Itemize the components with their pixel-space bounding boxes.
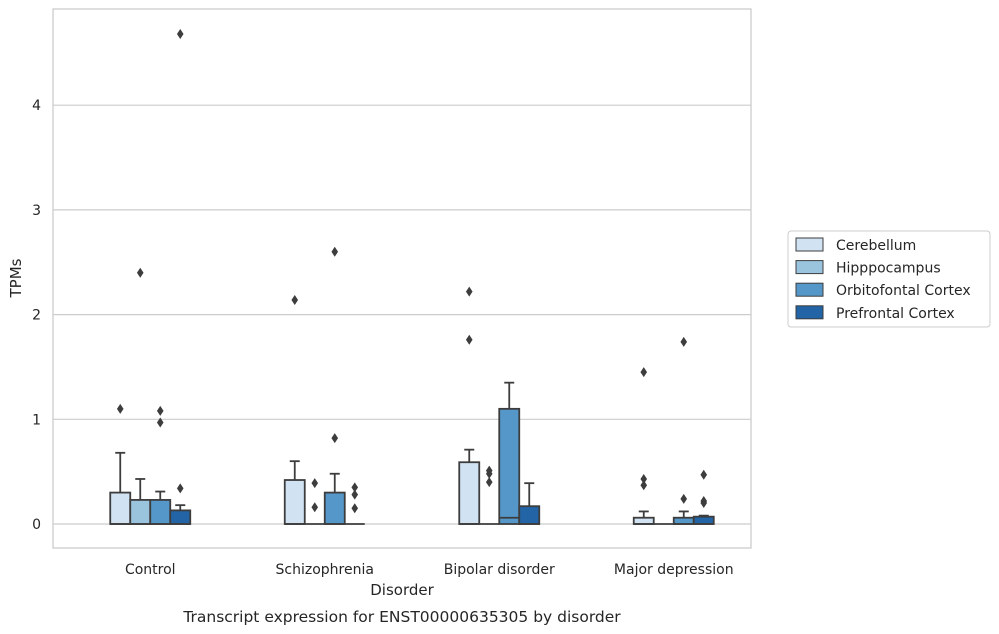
box-2-2 (498, 381, 521, 525)
box-body-0-1 (283, 479, 306, 525)
box-body-3-0 (169, 509, 192, 525)
outlier-0-3-2 (640, 480, 648, 491)
x-axis-title: Disorder (370, 581, 434, 599)
legend-label-1: Hipppocampus (836, 261, 941, 277)
box-3-0 (169, 29, 192, 525)
box-body-0-0 (109, 491, 132, 525)
box-3-2 (518, 482, 541, 525)
outlier-1-0-0 (136, 267, 144, 278)
y-tick-label-2: 2 (32, 308, 41, 324)
outlier-3-1-0 (351, 482, 359, 493)
box-body-0-3 (632, 516, 655, 525)
y-tick-label-0: 0 (32, 517, 41, 533)
outlier-3-1-1 (351, 489, 359, 500)
outlier-0-2-0 (465, 286, 473, 297)
box-0-0 (109, 403, 132, 525)
outlier-2-3-1 (680, 493, 688, 504)
legend-label-2: Orbitofontal Cortex (836, 283, 971, 299)
x-tick-label-2: Bipolar disorder (444, 562, 555, 578)
box-series (109, 29, 715, 525)
box-body-3-3 (692, 515, 715, 525)
x-tick-label-1: Schizophrenia (276, 562, 374, 578)
box-body-3-2 (518, 505, 541, 525)
outlier-0-3-1 (640, 473, 648, 484)
box-3-1 (344, 482, 365, 525)
outlier-1-2-2 (485, 477, 493, 488)
legend-label-0: Cerebellum (836, 238, 916, 254)
box-body-2-1 (323, 491, 346, 525)
legend-label-3: Prefrontal Cortex (836, 306, 955, 322)
outlier-0-3-0 (640, 367, 648, 378)
outlier-1-1-0 (311, 478, 319, 489)
x-tick-labels: Control Schizophrenia Bipolar disorder Majo… (125, 562, 734, 578)
x-tick-label-3: Major depression (614, 562, 734, 578)
legend-swatch-3 (795, 305, 824, 320)
y-tick-label-4: 4 (32, 98, 41, 114)
outlier-3-3-2 (700, 498, 708, 509)
y-tick-label-1: 1 (32, 412, 41, 428)
outlier-2-0-0 (156, 405, 164, 416)
box-2-1 (323, 246, 346, 525)
box-1-1 (304, 478, 325, 525)
box-body-2-0 (149, 499, 172, 525)
outlier-0-0-0 (116, 403, 124, 414)
box-1-2 (479, 465, 500, 525)
y-axis-title: TPMs (7, 258, 25, 298)
outlier-0-2-1 (465, 334, 473, 345)
outlier-3-3-0 (700, 469, 708, 480)
legend-swatch-2 (795, 282, 824, 297)
outlier-3-0-0 (176, 29, 184, 40)
outlier-2-1-0 (331, 246, 339, 257)
plot-background (53, 9, 751, 548)
series-0 (109, 286, 655, 525)
outlier-2-3-0 (680, 336, 688, 347)
legend-frame (787, 230, 991, 328)
series-3 (169, 29, 715, 525)
y-tick-label-3: 3 (32, 203, 41, 219)
outlier-3-0-1 (176, 483, 184, 494)
box-2-0 (149, 405, 172, 525)
outlier-2-1-1 (331, 433, 339, 444)
box-body-2-3 (672, 516, 695, 525)
series-1 (129, 267, 674, 525)
legend-swatch-1 (795, 260, 824, 275)
outlier-0-1-0 (291, 294, 299, 305)
box-0-2 (458, 286, 481, 525)
box-0-3 (632, 367, 655, 525)
plot-frame (52, 8, 752, 549)
series-2 (149, 246, 695, 525)
outlier-3-1-2 (351, 503, 359, 514)
outlier-1-1-1 (311, 502, 319, 513)
box-body-2-2 (498, 407, 521, 525)
outlier-1-2-1 (485, 468, 493, 479)
box-body-1-0 (129, 499, 152, 525)
x-tick-label-0: Control (125, 562, 176, 578)
box-body-0-2 (458, 461, 481, 525)
legend: Cerebellum Hipppocampus Orbitofontal Corte… (787, 230, 991, 328)
y-tick-labels: 0 1 2 3 4 (32, 98, 41, 533)
box-3-3 (692, 469, 715, 525)
outlier-2-0-1 (156, 417, 164, 428)
chart-caption: Transcript expression for ENST0000063530… (182, 608, 621, 626)
legend-swatch-0 (795, 237, 824, 252)
box-0-1 (283, 294, 306, 525)
